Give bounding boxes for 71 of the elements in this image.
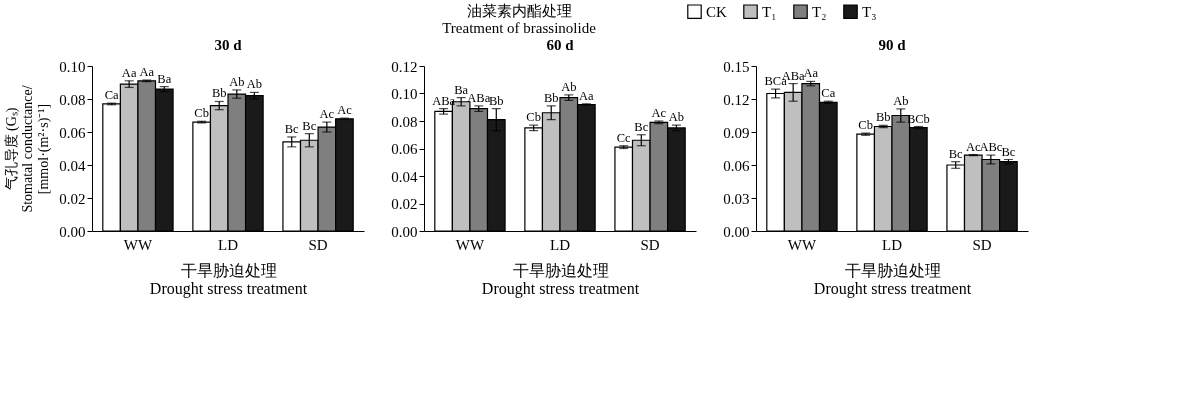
x-tick-label: WW [123,236,153,253]
data-label: ABc [979,140,1003,155]
y-tick-label: 0.02 [391,196,418,212]
y-tick-label: 0.10 [391,86,418,102]
chart-title: 60 d [546,37,575,53]
data-label: Ab [229,74,245,89]
data-label: Ab [561,79,577,94]
x-tick-label: SD [972,236,992,253]
x-tick-label: WW [455,236,485,253]
data-label: Ac [337,102,353,117]
data-label: Ba [454,82,469,97]
data-label: Ac [651,106,667,120]
x-axis-title: 干旱胁迫处理 Drought stress treatment [481,261,640,298]
chart-title: 30 d [214,37,243,53]
data-label: Cb [858,118,873,133]
data-label: Bb [875,110,891,125]
y-tick-label: 0.00 [59,223,86,240]
y-tick-label: 0.08 [59,91,86,108]
y-tick-label: 0.12 [391,58,418,75]
data-label: Cc [616,130,632,145]
data-label: ABa [432,93,456,108]
y-axis-title: 气孔导度 (Gₛ) Stomatal conductance/ [mmol·(m²·s)⁻¹] [4,85,53,213]
data-label: Bb [488,93,504,108]
legend-label: T₃ [862,3,877,20]
y-tick-label: 0.03 [723,190,750,207]
data-label: Ba [157,71,172,86]
x-tick-label: SD [308,236,328,253]
data-label: Ab [668,110,685,125]
x-axis-title: 干旱胁迫处理 Drought stress treatment [813,261,972,298]
legend-label: T₂ [812,3,827,20]
data-label: Cb [526,110,541,125]
data-label: Bc [284,121,300,136]
x-tick-label: SD [640,236,660,253]
data-label: Bc [302,118,317,133]
y-tick-label: 0.04 [391,168,418,185]
data-label: Bc [634,119,649,134]
data-label: Bc [1001,144,1016,159]
y-tick-label: 0.08 [391,113,418,130]
legend-title: 油菜素内酯处理 Treatment of brassinolide [442,3,597,36]
data-label: Ac [319,107,335,122]
data-label: Bb [211,86,227,101]
y-tick-label: 0.00 [723,223,750,240]
chart-title: 90 d [878,37,907,53]
legend-label: CK [706,3,727,20]
data-label: Ab [246,77,262,92]
data-label: Ab [893,93,909,108]
legend-label: T₁ [762,3,777,20]
y-tick-label: 0.02 [59,190,86,207]
data-label: Aa [139,65,155,80]
y-tick-label: 0.15 [723,58,750,75]
y-tick-label: 0.00 [391,223,418,240]
x-tick-label: LD [218,236,239,253]
y-tick-label: 0.06 [59,124,86,141]
y-tick-label: 0.10 [59,58,86,75]
y-tick-label: 0.06 [723,157,750,174]
data-label: Bc [948,146,964,161]
x-tick-label: LD [882,236,903,253]
data-label: Cb [194,106,209,121]
x-tick-label: LD [550,236,571,253]
y-tick-label: 0.06 [391,141,418,157]
y-tick-label: 0.12 [723,91,750,108]
data-label: Aa [121,65,137,80]
x-axis-title: 干旱胁迫处理 Drought stress treatment [149,261,308,298]
y-tick-label: 0.04 [59,157,86,174]
data-label: Aa [803,66,819,81]
data-label: Ca [104,88,119,103]
y-tick-label: 0.09 [723,124,750,141]
data-label: Ca [821,86,836,101]
data-label: Bb [543,90,559,105]
x-tick-label: WW [787,236,817,253]
data-label: Aa [579,88,595,103]
